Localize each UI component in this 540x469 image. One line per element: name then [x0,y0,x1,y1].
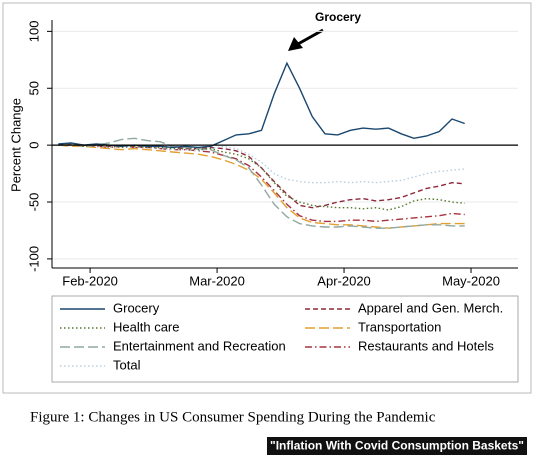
annotation-arrowhead [288,37,303,51]
y-tick-label: 50 [26,81,41,95]
legend-label: Grocery [113,300,160,315]
legend-label: Entertainment and Recreation [113,338,286,353]
x-tick-label: Mar-2020 [189,273,245,288]
x-tick-label: May-2020 [442,273,500,288]
plot-area [52,20,518,268]
y-axis-title: Percent Change [8,98,23,192]
annotation: Grocery [315,10,361,24]
y-tick-label: 100 [26,21,41,43]
y-tick-label: 0 [26,142,41,149]
series-line [58,143,465,211]
watermark-bg [267,437,527,455]
series-line [58,137,465,229]
watermark: "Inflation With Covid Consumption Basket… [270,439,524,453]
legend-label: Restaurants and Hotels [358,338,494,353]
legend-label: Health care [113,319,179,334]
x-tick-label: Apr-2020 [317,273,370,288]
figure-caption: Figure 1: Changes in US Consumer Spendin… [30,409,436,425]
y-tick-label: -100 [26,246,41,272]
legend-label: Total [113,357,141,372]
legend-box [51,295,519,383]
x-tick-label: Feb-2020 [62,273,118,288]
series-line [58,144,465,223]
legend-label: Transportation [358,319,441,334]
series-line [58,144,465,184]
series-line [58,61,465,149]
legend-label: Apparel and Gen. Merch. [358,300,503,315]
annotation-arrow [297,28,324,46]
y-tick-label: -50 [26,193,41,212]
